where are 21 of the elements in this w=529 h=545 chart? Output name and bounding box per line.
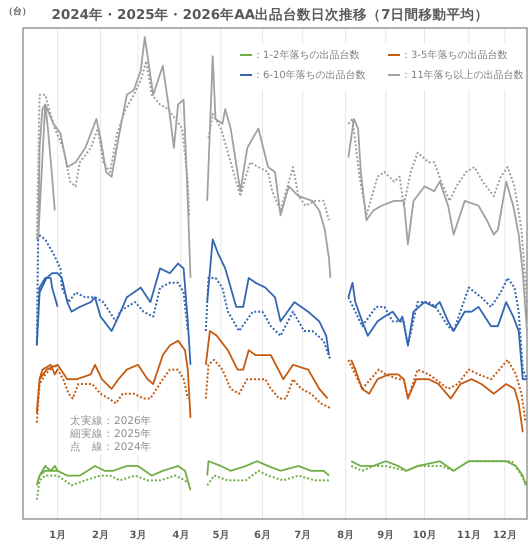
legend-label: ：11年落ち以上の出品台数 xyxy=(401,69,524,81)
x-tick-label: 1月 xyxy=(49,530,66,541)
x-tick-label: 6月 xyxy=(254,530,272,541)
x-tick-label: 7月 xyxy=(294,530,312,541)
x-tick-label: 2月 xyxy=(92,530,110,541)
y-axis-title: （台） xyxy=(4,6,31,17)
x-tick-label: 3月 xyxy=(129,530,146,541)
annotation: 太実線：2026年 xyxy=(70,414,152,427)
annotation: 細実線：2025年 xyxy=(69,427,152,440)
x-tick-label: 4月 xyxy=(172,530,190,541)
x-tick-label: 5月 xyxy=(212,530,230,541)
legend-label: ：6-10年落ちの出品台数 xyxy=(253,69,366,81)
chart-title: 2024年・2025年・2026年AA出品台数日次推移（7日間移動平均） xyxy=(51,7,489,23)
legend-label: ：1-2年落ちの出品台数 xyxy=(253,49,360,61)
x-tick-label: 9月 xyxy=(377,530,394,541)
x-tick-label: 12月 xyxy=(492,530,517,541)
legend-label: ：3-5年落ちの出品台数 xyxy=(401,49,508,61)
x-tick-label: 11月 xyxy=(456,530,481,541)
annotation: 点 線：2024年 xyxy=(70,440,152,453)
x-tick-label: 8月 xyxy=(337,530,354,541)
x-tick-label: 10月 xyxy=(412,530,436,541)
